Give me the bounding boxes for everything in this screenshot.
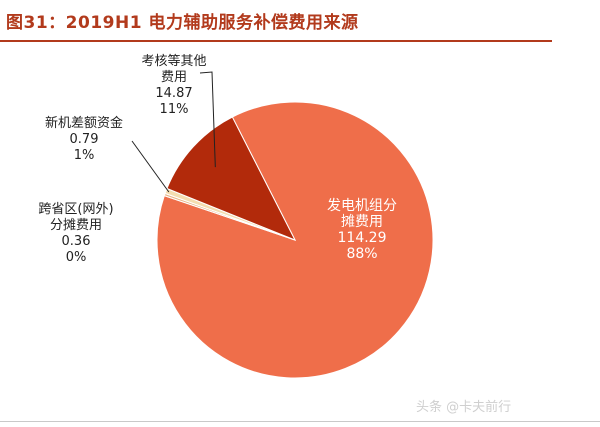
slice-percent-text: 11% [160,102,189,117]
slice-percent-text: 88% [346,246,377,262]
watermark: 头条 @卡夫前行 [416,400,512,415]
slice-name-text: 考核等其他 [141,53,206,69]
bottom-rule [0,421,600,422]
slice-name-text: 发电机组分 [327,198,397,214]
slice-name-text: 跨省区(网外) [38,202,113,217]
slice-percent-text: 0% [66,250,87,265]
leader-line-3 [199,71,216,168]
slice-name-text: 费用 [161,70,187,85]
pie-slice-3 [166,116,297,241]
slice-name-text: 摊费用 [341,214,383,230]
slice-name-text: 新机差额资金 [45,115,123,131]
chart-title: 图31：2019H1 电力辅助服务补偿费用来源 [6,13,359,33]
slice-value-text: 0.79 [70,132,99,147]
slice-value-text: 14.87 [155,86,192,101]
slice-value-text: 114.29 [338,230,387,246]
slice-name-text: 分摊费用 [50,218,102,233]
slice-value-text: 0.36 [62,234,91,249]
leader-line-2 [131,140,170,193]
slice-percent-text: 1% [74,148,95,163]
title-rule [0,40,552,42]
